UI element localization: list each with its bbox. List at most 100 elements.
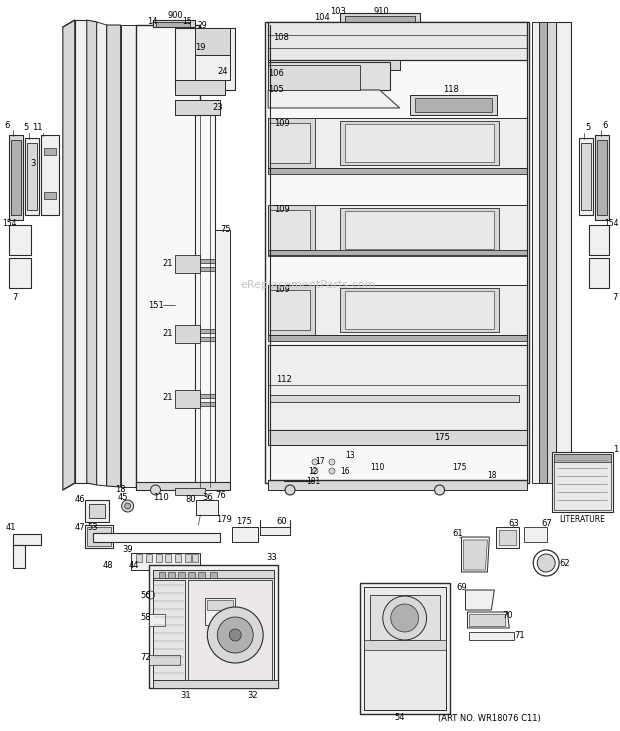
Polygon shape [93, 533, 220, 542]
Polygon shape [149, 565, 278, 688]
Text: 58: 58 [140, 613, 151, 621]
Polygon shape [175, 80, 225, 95]
Polygon shape [525, 527, 547, 542]
Circle shape [125, 503, 131, 509]
Text: 18: 18 [115, 485, 126, 494]
Polygon shape [9, 225, 31, 255]
Polygon shape [554, 454, 611, 462]
Text: 41: 41 [6, 523, 16, 531]
Polygon shape [41, 135, 59, 215]
Polygon shape [270, 290, 310, 330]
Polygon shape [149, 614, 166, 626]
Polygon shape [166, 554, 172, 562]
Polygon shape [188, 572, 195, 578]
Text: 103: 103 [330, 7, 346, 15]
Text: 47: 47 [74, 523, 85, 532]
Polygon shape [136, 482, 230, 490]
Polygon shape [192, 554, 198, 562]
Polygon shape [268, 205, 527, 255]
Text: 118: 118 [443, 86, 459, 94]
Polygon shape [499, 530, 516, 545]
Polygon shape [153, 20, 195, 27]
Polygon shape [268, 205, 315, 255]
Polygon shape [175, 390, 200, 408]
Text: 60: 60 [277, 518, 288, 526]
Polygon shape [268, 285, 315, 335]
Polygon shape [159, 572, 166, 578]
Text: 154: 154 [604, 219, 618, 227]
Circle shape [229, 629, 241, 641]
Polygon shape [27, 143, 37, 210]
Polygon shape [589, 258, 609, 288]
Polygon shape [156, 22, 190, 27]
Text: 76: 76 [215, 491, 226, 501]
Text: 21: 21 [162, 393, 173, 403]
Circle shape [312, 459, 318, 465]
Polygon shape [200, 267, 220, 271]
Circle shape [391, 604, 419, 632]
Circle shape [537, 554, 555, 572]
Polygon shape [207, 600, 233, 610]
Polygon shape [579, 138, 593, 215]
Text: 44: 44 [128, 561, 139, 569]
Polygon shape [175, 325, 200, 343]
Polygon shape [268, 118, 315, 168]
Text: 110: 110 [371, 463, 385, 471]
Polygon shape [175, 255, 200, 273]
Polygon shape [44, 148, 56, 155]
Text: 106: 106 [268, 69, 284, 78]
Text: 17: 17 [315, 458, 325, 466]
Text: 31: 31 [180, 692, 191, 700]
Polygon shape [153, 570, 274, 578]
Polygon shape [556, 22, 571, 483]
Polygon shape [136, 554, 141, 562]
Polygon shape [9, 258, 31, 288]
Polygon shape [345, 211, 494, 249]
Text: 108: 108 [273, 34, 289, 42]
Text: 175: 175 [452, 463, 467, 471]
Text: 21: 21 [162, 328, 173, 338]
Polygon shape [547, 22, 556, 483]
Polygon shape [175, 28, 235, 90]
Text: 14: 14 [148, 18, 157, 26]
Polygon shape [265, 22, 529, 483]
Polygon shape [268, 285, 527, 335]
Text: 39: 39 [122, 545, 133, 555]
Text: 109: 109 [274, 205, 290, 214]
Polygon shape [169, 572, 175, 578]
Text: 6: 6 [602, 121, 608, 129]
Polygon shape [44, 192, 56, 199]
Text: 72: 72 [140, 654, 151, 662]
Text: 910: 910 [374, 7, 389, 15]
Text: 7: 7 [613, 294, 618, 303]
Text: 179: 179 [216, 515, 232, 525]
Text: 900: 900 [167, 12, 184, 20]
Polygon shape [131, 553, 200, 570]
Polygon shape [270, 123, 310, 163]
Polygon shape [268, 430, 527, 445]
Polygon shape [195, 115, 215, 487]
Circle shape [207, 607, 263, 663]
Polygon shape [268, 168, 527, 174]
Circle shape [329, 459, 335, 465]
Polygon shape [200, 329, 220, 333]
Polygon shape [360, 583, 450, 714]
Polygon shape [268, 60, 400, 70]
Polygon shape [13, 534, 41, 545]
Polygon shape [200, 337, 220, 341]
Text: 105: 105 [268, 86, 284, 94]
Polygon shape [345, 124, 494, 162]
Text: 53: 53 [87, 523, 98, 532]
Text: 61: 61 [452, 529, 463, 537]
Circle shape [285, 485, 295, 495]
Text: 36: 36 [202, 493, 213, 502]
Text: (ART NO. WR18076 C11): (ART NO. WR18076 C11) [438, 713, 541, 722]
Text: 109: 109 [274, 118, 290, 127]
Polygon shape [595, 135, 609, 220]
Text: 48: 48 [102, 561, 113, 569]
Polygon shape [156, 554, 161, 562]
Polygon shape [153, 570, 274, 684]
Polygon shape [340, 121, 499, 165]
Polygon shape [205, 598, 235, 625]
Circle shape [122, 500, 133, 512]
